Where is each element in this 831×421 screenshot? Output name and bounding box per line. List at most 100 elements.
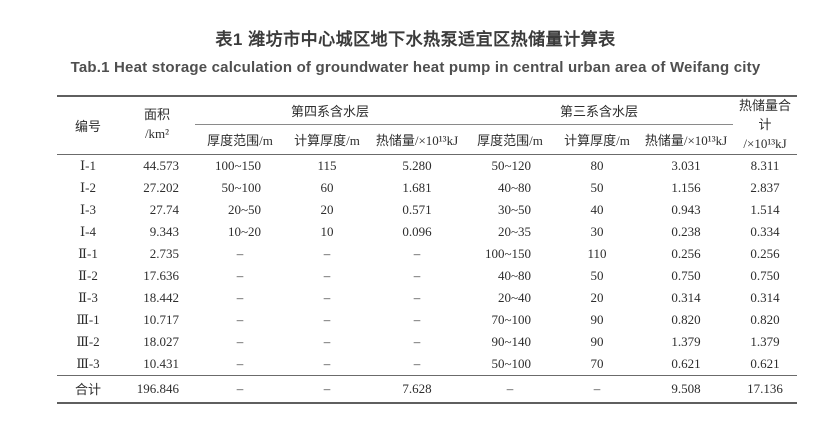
header-row-groups: 编号 面积 /km² 第四系含水层 第三系含水层 热储量合计 /×10¹³kJ — [57, 96, 797, 151]
table-row: Ⅱ-2 17.636 – – – 40~80 50 0.750 0.750 — [57, 265, 797, 287]
table-cell: 70~100 — [491, 311, 532, 327]
table-cell: – — [593, 380, 601, 396]
table-cell: 2.735 — [149, 245, 179, 261]
header-area-line2: /km² — [144, 126, 170, 142]
table-cell: 17.136 — [747, 380, 783, 396]
table-cell: 70 — [590, 355, 604, 371]
table-cell: Ⅱ-1 — [78, 245, 98, 261]
table-cell: – — [236, 380, 244, 396]
table-cell: 100~150 — [214, 157, 261, 173]
table-cell: 100~150 — [484, 245, 532, 261]
table-cell: – — [323, 289, 331, 305]
table-cell: 1.379 — [671, 333, 701, 349]
table-cell: – — [323, 245, 331, 261]
table-cell: 0.334 — [750, 223, 780, 239]
table-cell: 20~35 — [497, 223, 532, 239]
table-cell: Ⅰ-2 — [80, 179, 96, 195]
table-cell: 0.750 — [750, 267, 780, 283]
table-cell: 0.314 — [750, 289, 780, 305]
table-cell: 7.628 — [402, 380, 432, 396]
col-header-total-heat-storage: 热储量合计 /×10¹³kJ — [733, 96, 797, 154]
col-header-t3-thickness-range: 厚度范围/m — [477, 132, 543, 148]
table-cell: 90 — [590, 311, 604, 327]
table-cell: 20~50 — [227, 201, 261, 217]
table-cell: – — [236, 311, 244, 327]
table-cell: 20 — [590, 289, 604, 305]
table-cell: – — [413, 289, 421, 305]
table-cell: 0.256 — [750, 245, 780, 261]
table-cell: 1.681 — [402, 179, 432, 195]
table-cell: 合计 — [74, 382, 101, 398]
table-cell: Ⅲ-1 — [76, 311, 100, 327]
table-row: Ⅰ-1 44.573 100~150 115 5.280 50~120 80 3.031 8.3… — [57, 154, 797, 177]
table-cell: Ⅰ-3 — [80, 201, 96, 217]
table-cell: – — [323, 267, 331, 283]
table-cell: Ⅲ-3 — [76, 355, 100, 371]
table-cell: – — [506, 380, 514, 396]
table-cell: 40~80 — [497, 267, 532, 283]
table-cell: 0.096 — [402, 223, 432, 239]
table-cell: 1.156 — [671, 179, 701, 195]
col-header-t3-heat-storage: 热储量/×10¹³kJ — [644, 132, 728, 148]
table-cell: 9.343 — [149, 223, 179, 239]
table-caption-chinese: 表1 潍坊市中心城区地下水热泵适宜区热储量计算表 — [215, 30, 616, 49]
table-cell: 2.837 — [750, 179, 780, 195]
table-cell: 30~50 — [497, 201, 532, 217]
table-cell: 0.256 — [671, 245, 701, 261]
table-cell: 0.621 — [671, 355, 701, 371]
table-cell: – — [236, 289, 244, 305]
table-cell: – — [323, 311, 331, 327]
table-cell: 9.508 — [671, 380, 701, 396]
table-cell: 40~80 — [497, 179, 532, 195]
table-cell: 3.031 — [671, 157, 701, 173]
table-cell: 40 — [590, 201, 604, 217]
table-cell: Ⅱ-2 — [78, 267, 98, 283]
table-total-row: 合计 196.846 – – 7.628 – – 9.508 17.136 — [57, 375, 798, 403]
table-cell: 80 — [590, 157, 604, 173]
table-caption-english: Tab.1 Heat storage calculation of ground… — [70, 59, 761, 76]
table-cell: 10~20 — [227, 223, 261, 239]
table-cell: 0.820 — [750, 311, 780, 327]
table-row: Ⅲ-3 10.431 – – – 50~100 70 0.621 0.621 — [57, 353, 797, 376]
col-header-q4-thickness-range: 厚度范围/m — [207, 132, 273, 148]
table-cell: 110 — [587, 245, 607, 261]
table-cell: – — [236, 245, 244, 261]
table-cell: – — [323, 333, 331, 349]
header-total-line2: /×10¹³kJ — [743, 135, 787, 151]
table-cell: 0.820 — [671, 311, 701, 327]
table-cell: 8.311 — [750, 157, 780, 173]
col-group-quaternary-aquifer: 第四系含水层 — [195, 96, 466, 125]
table-cell: Ⅱ-3 — [78, 289, 98, 305]
table-row: Ⅲ-2 18.027 – – – 90~140 90 1.379 1.379 — [57, 331, 797, 353]
table-row: Ⅲ-1 10.717 – – – 70~100 90 0.820 0.820 — [57, 309, 797, 331]
table-cell: Ⅰ-4 — [80, 223, 96, 239]
table-cell: – — [413, 333, 421, 349]
table-cell: 27.202 — [143, 179, 179, 195]
heat-storage-table: 编号 面积 /km² 第四系含水层 第三系含水层 热储量合计 /×10¹³kJ … — [57, 95, 798, 404]
table-cell: 90 — [590, 333, 604, 349]
table-cell: 0.943 — [671, 201, 701, 217]
table-cell: 50 — [590, 179, 604, 195]
table-cell: 0.314 — [671, 289, 701, 305]
table-cell: – — [413, 355, 421, 371]
table-cell: Ⅰ-1 — [80, 157, 96, 173]
table-cell: – — [413, 311, 421, 327]
table-cell: 196.846 — [136, 380, 179, 396]
table-cell: – — [236, 267, 244, 283]
table-row: Ⅱ-1 2.735 – – – 100~150 110 0.256 0.256 — [57, 243, 797, 265]
table-cell: – — [236, 333, 244, 349]
table-cell: 27.74 — [149, 201, 179, 217]
table-cell: 50~120 — [491, 157, 532, 173]
table-cell: 50 — [590, 267, 604, 283]
table-cell: – — [323, 355, 331, 371]
table-cell: 30 — [590, 223, 604, 239]
table-cell: 20~40 — [497, 289, 532, 305]
table-cell: 18.027 — [143, 333, 179, 349]
table-cell: – — [323, 380, 331, 396]
table-cell: 10.717 — [143, 311, 179, 327]
table-cell: 10.431 — [143, 355, 179, 371]
header-area-line1: 面积 — [143, 107, 170, 123]
table-cell: Ⅲ-2 — [76, 333, 100, 349]
table-cell: 44.573 — [143, 157, 179, 173]
table-header: 编号 面积 /km² 第四系含水层 第三系含水层 热储量合计 /×10¹³kJ … — [57, 96, 798, 155]
